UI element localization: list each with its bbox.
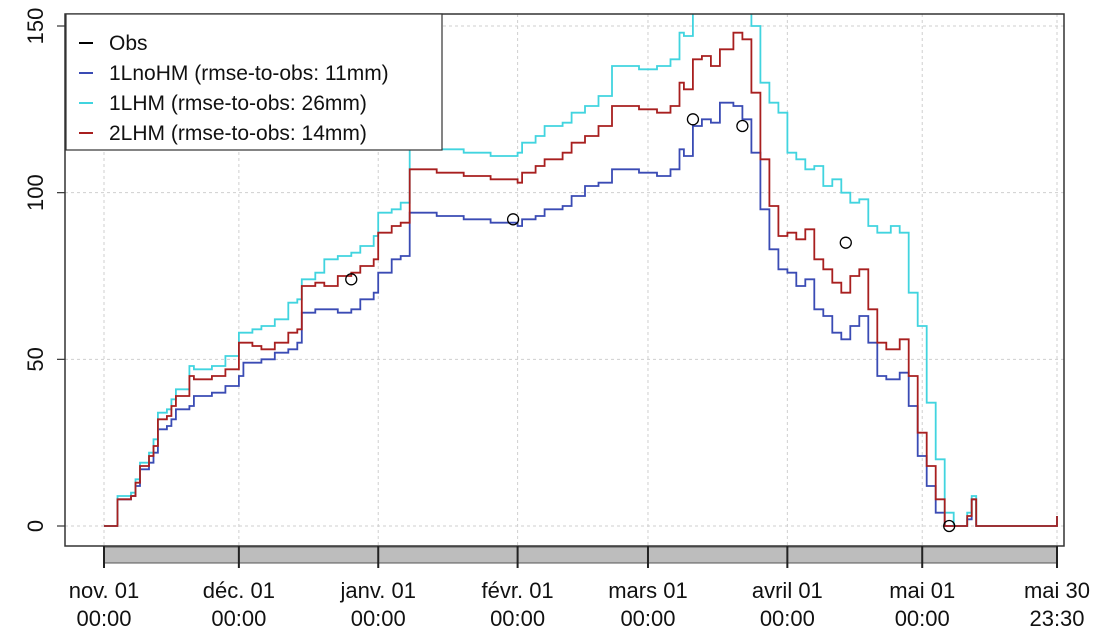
x-tick-time: 00:00 xyxy=(211,606,266,631)
x-tick-label: janv. 01 xyxy=(340,578,416,603)
y-tick-label: 100 xyxy=(23,174,48,211)
x-tick-label: nov. 01 xyxy=(69,578,140,603)
x-tick-time: 23:30 xyxy=(1029,606,1084,631)
x-axis-bar xyxy=(104,547,1057,563)
legend-label-3: 2LHM (rmse-to-obs: 14mm) xyxy=(109,122,367,145)
y-tick-label: 150 xyxy=(23,8,48,45)
y-tick-label: 0 xyxy=(23,520,48,532)
x-tick-time: 00:00 xyxy=(895,606,950,631)
x-tick-time: 00:00 xyxy=(620,606,675,631)
x-tick-label: mars 01 xyxy=(608,578,687,603)
x-tick-time: 00:00 xyxy=(760,606,815,631)
legend: Obs 1LnoHM (rmse-to-obs: 11mm) 1LHM (rmse-… xyxy=(66,14,442,150)
x-tick-label: mai 30 xyxy=(1024,578,1090,603)
y-tick-label: 50 xyxy=(23,347,48,371)
x-tick-time: 00:00 xyxy=(351,606,406,631)
legend-label-1: 1LnoHM (rmse-to-obs: 11mm) xyxy=(109,62,389,85)
x-tick-time: 00:00 xyxy=(76,606,131,631)
legend-label-2: 1LHM (rmse-to-obs: 26mm) xyxy=(109,92,367,115)
x-tick-label: mai 01 xyxy=(889,578,955,603)
x-tick-label: déc. 01 xyxy=(203,578,275,603)
x-tick-label: févr. 01 xyxy=(482,578,554,603)
x-tick-label: avril 01 xyxy=(752,578,823,603)
legend-label-0: Obs xyxy=(109,32,148,55)
x-tick-time: 00:00 xyxy=(490,606,545,631)
